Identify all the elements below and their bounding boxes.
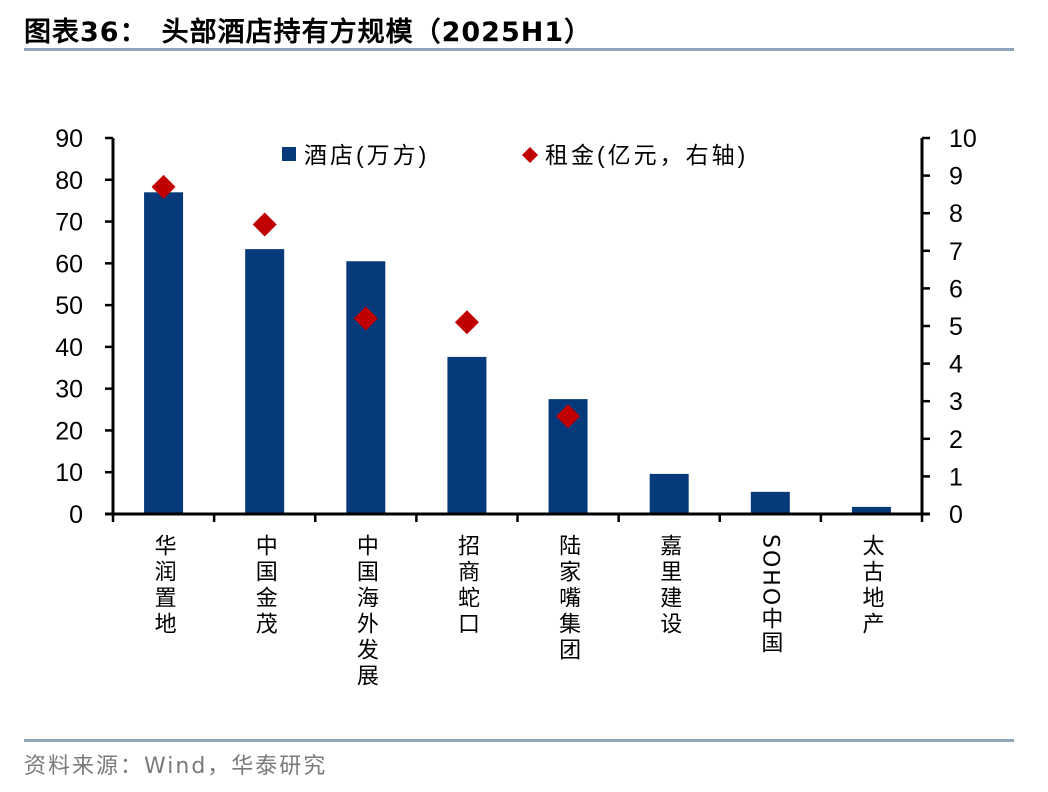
legend-bar-swatch: [282, 147, 296, 161]
rent-marker: [454, 310, 479, 335]
category-label: 中国金茂: [251, 534, 277, 638]
category-label: 太古地产: [858, 534, 884, 638]
right-tick-label: 7: [949, 238, 963, 266]
left-tick-label: 50: [55, 292, 83, 320]
right-tick-label: 9: [949, 163, 963, 191]
right-tick-label: 1: [949, 463, 963, 491]
bar: [245, 249, 285, 514]
legend-marker-label: 租金(亿元，右轴): [545, 142, 748, 168]
bar: [851, 506, 891, 514]
right-tick-label: 6: [949, 275, 963, 303]
legend-bar-label: 酒店(万方): [304, 142, 429, 168]
rent-marker: [556, 404, 581, 429]
rent-marker: [252, 212, 277, 237]
rent-marker: [151, 174, 176, 199]
bar: [346, 261, 386, 514]
left-tick-label: 40: [55, 334, 83, 362]
left-tick-label: 70: [55, 209, 83, 237]
right-tick-label: 5: [949, 313, 963, 341]
top-divider: [24, 48, 1014, 51]
right-tick-label: 2: [949, 426, 963, 454]
left-tick-label: 90: [55, 125, 83, 153]
left-tick-label: 80: [55, 167, 83, 195]
left-tick-label: 0: [69, 501, 83, 529]
right-tick-label: 4: [949, 351, 963, 379]
rent-marker: [353, 306, 378, 331]
bar: [144, 192, 184, 515]
category-label: 中国海外发展: [352, 534, 378, 690]
left-tick-label: 10: [55, 459, 83, 487]
figure-title-text: 头部酒店持有方规模（2025H1）: [161, 17, 593, 48]
figure-title: 图表36： 头部酒店持有方规模（2025H1）: [24, 10, 592, 49]
category-label: 华润置地: [150, 534, 176, 638]
category-label: 招商蛇口: [453, 534, 479, 638]
bar: [447, 356, 487, 514]
left-tick-label: 20: [55, 417, 83, 445]
right-tick-label: 0: [949, 501, 963, 529]
left-tick-label: 60: [55, 250, 83, 278]
bar: [649, 473, 689, 514]
right-tick-label: 3: [949, 388, 963, 416]
bottom-divider: [24, 739, 1014, 742]
category-label: 陆家嘴集团: [555, 534, 581, 664]
legend-marker-swatch: [522, 147, 538, 163]
left-tick-label: 30: [55, 376, 83, 404]
category-label: 嘉里建设: [656, 534, 682, 638]
category-label: SOHO中国: [757, 534, 783, 656]
chart-area: 0 10 20 30 40 50 60 70 80 90 0 1 2 3 4 5 6 7 8 9 10 酒店(万方) 租金(…: [55, 125, 977, 529]
bar: [750, 491, 790, 514]
right-tick-label: 10: [949, 125, 977, 153]
right-tick-label: 8: [949, 200, 963, 228]
source-note: 资料来源：Wind，华泰研究: [24, 754, 328, 779]
figure-label: 图表36：: [24, 17, 148, 48]
